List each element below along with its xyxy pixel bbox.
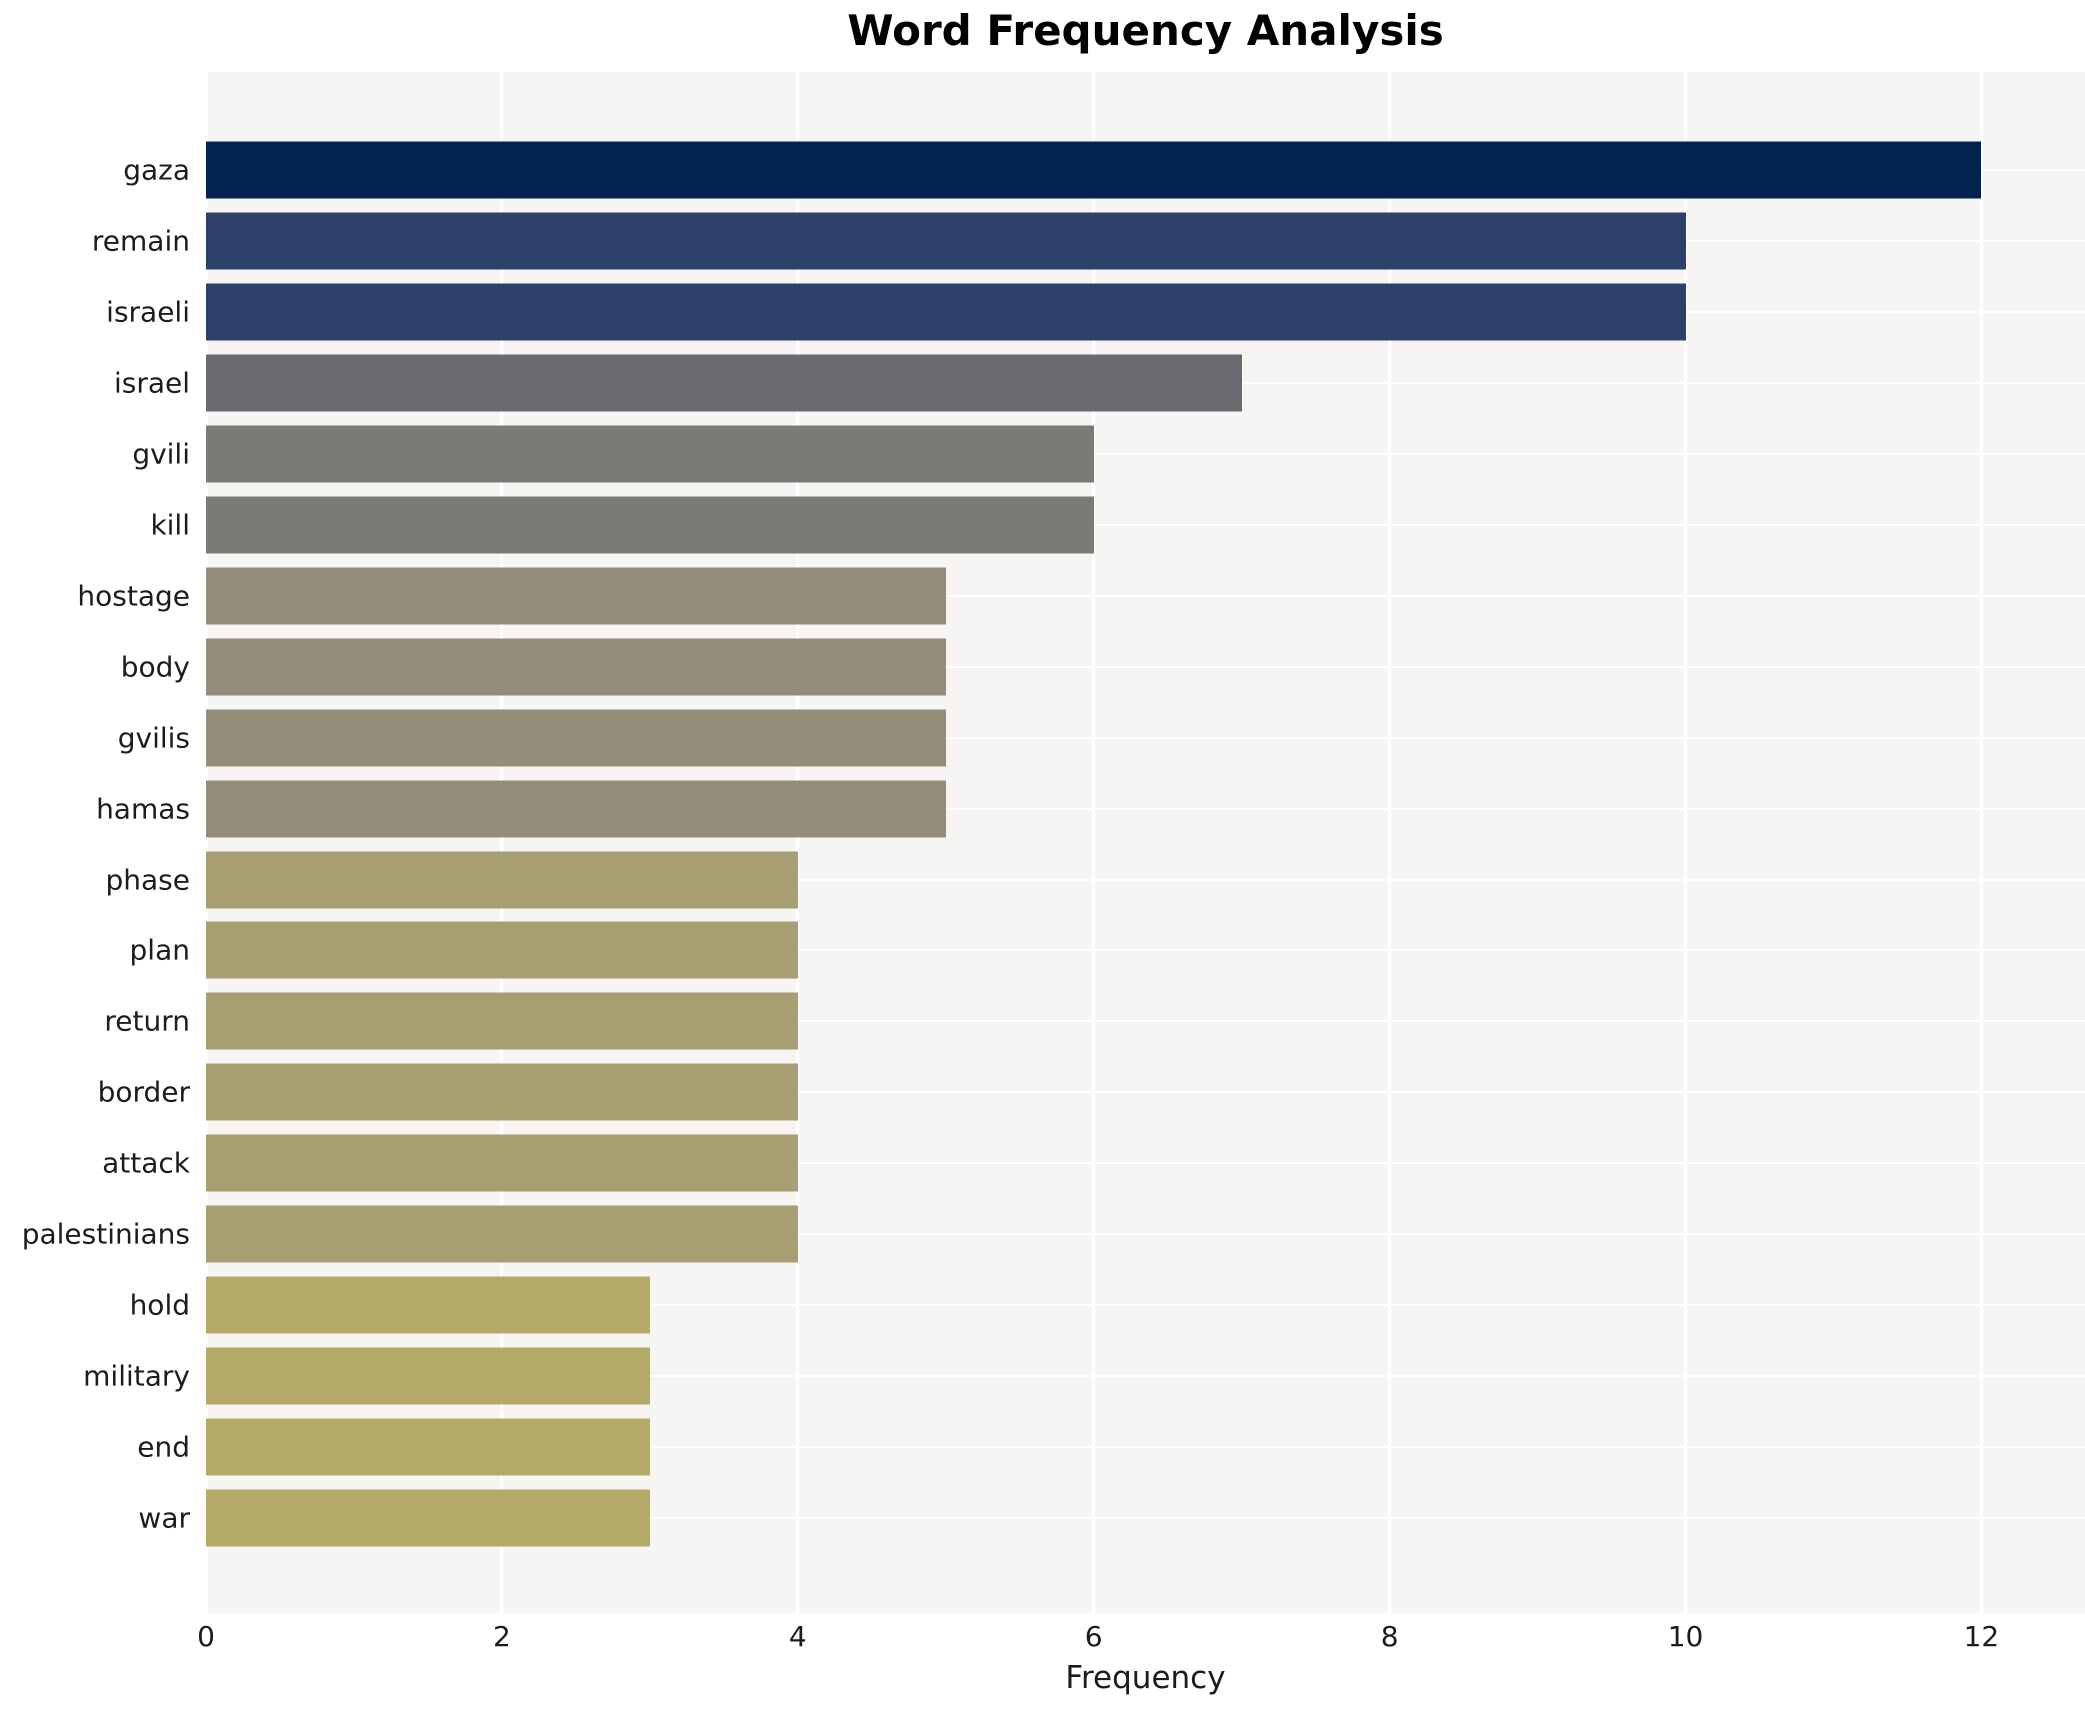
y-tick-label-hostage: hostage — [77, 579, 190, 613]
y-tick-label-body: body — [120, 650, 190, 684]
bar-hamas — [206, 780, 946, 838]
y-tick-label-gvilis: gvilis — [117, 721, 190, 755]
gridline-y-hold — [206, 1303, 2085, 1306]
x-tick-label-2: 2 — [492, 1620, 511, 1653]
gridline-y-hostage — [206, 594, 2085, 597]
y-tick-label-end: end — [137, 1430, 190, 1464]
bar-body — [206, 638, 946, 696]
y-tick-label-military: military — [83, 1359, 190, 1393]
plot-area: gaza remain israeli israel gvili kill hostage b… — [22, 72, 2085, 1613]
y-tick-label-attack: attack — [102, 1146, 190, 1180]
bar-war — [206, 1489, 650, 1547]
bar-israel — [206, 354, 1242, 412]
y-tick-label-hold: hold — [129, 1288, 190, 1322]
chart-row-end: end — [137, 1411, 2085, 1482]
y-tick-label-gaza: gaza — [123, 153, 190, 187]
gridline-y-kill — [206, 523, 2085, 526]
rows: gaza remain israeli israel gvili kill hostage b… — [22, 135, 2085, 1553]
gridline-x-0 — [204, 72, 208, 1613]
gridline-y-attack — [206, 1162, 2085, 1165]
chart-row-hamas: hamas — [96, 773, 2085, 844]
y-tick-label-remain: remain — [91, 224, 190, 258]
gridline-x-8 — [1388, 72, 1392, 1613]
bar-plan — [206, 921, 798, 979]
gridline-y-war — [206, 1516, 2085, 1519]
bar-israeli — [206, 283, 1686, 341]
gridline-x-6 — [1092, 72, 1096, 1613]
gridline-y-end — [206, 1445, 2085, 1448]
gridline-y-gvilis — [206, 736, 2085, 739]
x-tick-label-8: 8 — [1380, 1620, 1399, 1653]
gridline-y-border — [206, 1091, 2085, 1094]
gridline-y-palestinians — [206, 1233, 2085, 1236]
gridline-y-phase — [206, 878, 2085, 881]
chart-row-plan: plan — [130, 915, 2085, 986]
gridline-y-return — [206, 1020, 2085, 1023]
bar-gvilis — [206, 709, 946, 767]
chart-row-war: war — [138, 1482, 2085, 1553]
y-tick-label-gvili: gvili — [132, 437, 190, 471]
chart-row-hostage: hostage — [77, 560, 2085, 631]
bar-kill — [206, 496, 1094, 554]
bar-return — [206, 992, 798, 1050]
x-tick-label-0: 0 — [197, 1620, 215, 1653]
x-axis-ticks: 0 2 4 6 8 10 12 — [197, 1620, 2085, 1656]
bar-palestinians — [206, 1205, 798, 1263]
gridline-x-12 — [1979, 72, 1983, 1613]
chart-row-remain: remain — [92, 206, 2085, 277]
gridline-x-10 — [1684, 72, 1688, 1613]
y-tick-label-israeli: israeli — [106, 295, 190, 329]
chart-title: Word Frequency Analysis — [847, 6, 1444, 55]
chart-row-gaza: gaza — [123, 135, 2085, 206]
chart-row-military: military — [83, 1340, 2085, 1411]
chart-row-attack: attack — [102, 1128, 2085, 1199]
chart-row-kill: kill — [150, 490, 2085, 561]
chart-row-israeli: israeli — [106, 277, 2085, 348]
bar-attack — [206, 1134, 798, 1192]
y-tick-label-phase: phase — [105, 863, 191, 897]
y-tick-label-palestinians: palestinians — [21, 1217, 190, 1251]
bar-hostage — [206, 567, 946, 625]
y-tick-label-hamas: hamas — [96, 792, 190, 826]
gridline-y-gvili — [206, 453, 2085, 456]
chart-row-return: return — [104, 986, 2085, 1057]
y-tick-label-israel: israel — [113, 366, 190, 400]
chart-row-gvilis: gvilis — [118, 702, 2085, 773]
gridline-x-2 — [500, 72, 504, 1613]
x-tick-label-4: 4 — [788, 1620, 807, 1653]
x-axis-label: Frequency — [1065, 1660, 1226, 1696]
bar-gaza — [206, 141, 1982, 199]
y-tick-label-plan: plan — [129, 933, 190, 967]
x-tick-label-12: 12 — [1963, 1620, 2000, 1653]
x-tick-label-6: 6 — [1084, 1620, 1103, 1653]
chart-row-border: border — [98, 1057, 2085, 1128]
chart-row-hold: hold — [130, 1270, 2085, 1341]
chart-row-israel: israel — [114, 348, 2085, 419]
bar-remain — [206, 212, 1686, 270]
bar-gvili — [206, 425, 1094, 483]
chart-row-gvili: gvili — [132, 419, 2085, 490]
y-tick-label-return: return — [104, 1004, 190, 1038]
y-tick-label-kill: kill — [150, 508, 190, 542]
bar-border — [206, 1063, 798, 1121]
bar-military — [206, 1347, 650, 1405]
y-tick-label-border: border — [97, 1075, 190, 1109]
bar-phase — [206, 851, 798, 909]
chart-row-body: body — [121, 631, 2085, 702]
bar-hold — [206, 1276, 650, 1334]
gridline-x-4 — [796, 72, 800, 1613]
y-tick-label-war: war — [138, 1501, 190, 1535]
gridline-y-plan — [206, 949, 2085, 952]
gridline-y-hamas — [206, 807, 2085, 810]
bar-end — [206, 1418, 650, 1476]
x-tick-label-10: 10 — [1667, 1620, 1704, 1653]
gridline-y-body — [206, 665, 2085, 668]
chart-row-phase: phase — [106, 844, 2085, 915]
gridline-y-military — [206, 1374, 2085, 1377]
chart-row-palestinians: palestinians — [22, 1199, 2085, 1270]
